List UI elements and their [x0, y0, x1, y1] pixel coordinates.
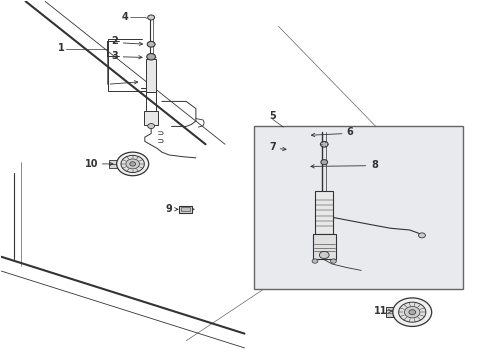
Circle shape: [404, 306, 419, 318]
Text: 9: 9: [165, 204, 172, 214]
Bar: [312, 234, 335, 258]
Text: 2: 2: [111, 36, 118, 46]
Circle shape: [311, 259, 317, 263]
Bar: [179, 206, 191, 213]
Text: 10: 10: [85, 159, 99, 169]
Circle shape: [147, 41, 155, 47]
Circle shape: [125, 159, 139, 169]
Circle shape: [418, 233, 425, 238]
Bar: [385, 307, 393, 317]
Text: 11: 11: [374, 306, 387, 316]
Bar: [254, 126, 462, 289]
Text: 6: 6: [346, 127, 353, 137]
Text: 5: 5: [269, 111, 276, 121]
Circle shape: [320, 159, 327, 165]
Text: 1: 1: [58, 43, 64, 53]
Text: 3: 3: [111, 51, 118, 61]
Bar: [181, 207, 189, 211]
Bar: [146, 59, 156, 93]
Circle shape: [147, 15, 154, 20]
Circle shape: [146, 54, 155, 60]
Text: 4: 4: [122, 13, 128, 22]
Bar: [143, 111, 158, 125]
Circle shape: [330, 259, 336, 263]
Circle shape: [320, 141, 327, 147]
Circle shape: [408, 310, 415, 315]
Circle shape: [392, 298, 431, 327]
Bar: [109, 159, 117, 168]
Circle shape: [121, 156, 144, 172]
Bar: [314, 191, 333, 234]
Circle shape: [129, 162, 135, 166]
Text: 7: 7: [269, 142, 276, 152]
Circle shape: [147, 123, 154, 129]
Circle shape: [116, 152, 148, 176]
Text: 8: 8: [370, 159, 377, 170]
Circle shape: [398, 302, 425, 322]
Circle shape: [319, 251, 328, 258]
